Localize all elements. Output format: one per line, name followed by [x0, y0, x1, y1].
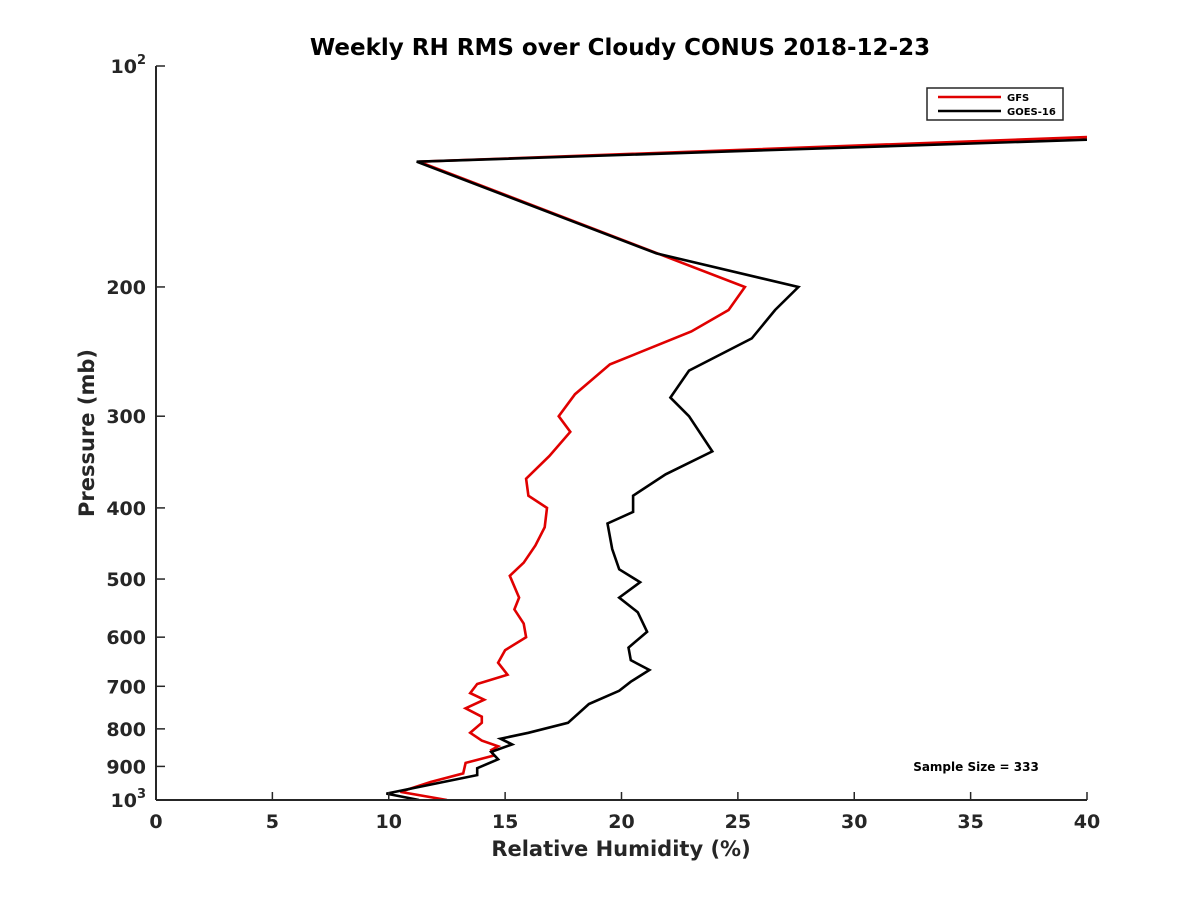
x-tick-label-30: 30	[841, 811, 867, 833]
sample-size-annotation: Sample Size = 333	[913, 760, 1039, 774]
legend: GFS GOES-16	[926, 87, 1064, 121]
y-tick-label-100: 102	[111, 53, 147, 78]
y-tick-label-600: 600	[106, 627, 146, 649]
y-tick-label-200: 200	[106, 277, 146, 299]
y-tick-label-400: 400	[106, 498, 146, 520]
x-tick-label-0: 0	[149, 811, 162, 833]
series-line-goes-16	[386, 138, 1087, 800]
y-tick-label-900: 900	[106, 756, 146, 778]
x-tick-label-5: 5	[266, 811, 279, 833]
y-tick-label-300: 300	[106, 406, 146, 428]
legend-label-gfs: GFS	[1007, 93, 1029, 104]
y-axis-label: Pressure (mb)	[75, 349, 99, 517]
chart-title: Weekly RH RMS over Cloudy CONUS 2018-12-…	[310, 35, 930, 61]
y-tick-label-700: 700	[106, 676, 146, 698]
x-tick-label-20: 20	[608, 811, 634, 833]
x-tick-label-15: 15	[492, 811, 518, 833]
x-tick-label-35: 35	[957, 811, 983, 833]
series-line-gfs	[399, 135, 1087, 800]
y-tick-label-1000: 103	[111, 787, 147, 812]
legend-box	[926, 87, 1064, 121]
y-tick-label-800: 800	[106, 719, 146, 741]
x-tick-label-25: 25	[725, 811, 751, 833]
x-tick-label-10: 10	[376, 811, 402, 833]
y-tick-label-500: 500	[106, 569, 146, 591]
x-axis-label: Relative Humidity (%)	[491, 837, 750, 861]
legend-label-goes-16: GOES-16	[1007, 107, 1056, 118]
x-tick-label-40: 40	[1074, 811, 1100, 833]
